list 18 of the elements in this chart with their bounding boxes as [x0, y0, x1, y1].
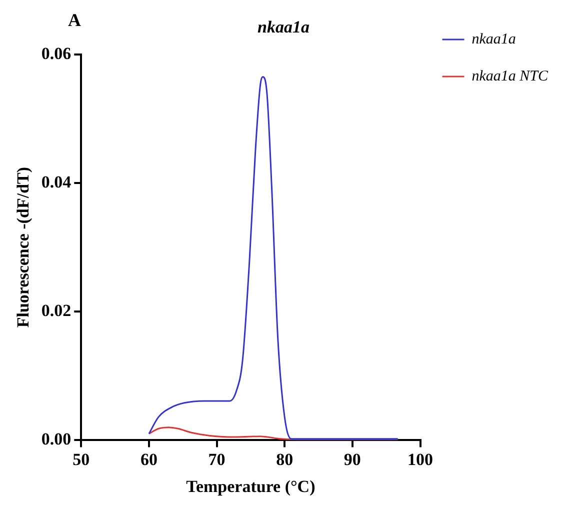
legend-label: nkaa1a NTC	[472, 68, 550, 84]
x-tick-label: 90	[344, 450, 361, 469]
y-tick-label: 0.04	[41, 172, 72, 192]
y-axis-title: Fluorescence -(dF/dT)	[14, 166, 33, 328]
line-series	[148, 426, 399, 440]
y-tick-label: 0.06	[41, 44, 72, 63]
x-tick-label: 50	[72, 450, 90, 469]
y-tick-label: 0.00	[41, 430, 72, 449]
x-axis-title: Temperature (°C)	[186, 477, 316, 496]
x-tick-label: 100	[408, 450, 433, 469]
x-tick-label: 70	[208, 450, 226, 469]
chart-title: nkaa1a	[258, 18, 310, 37]
legend-label: nkaa1a	[472, 31, 516, 48]
line-series	[148, 76, 399, 440]
x-tick-label: 80	[276, 450, 294, 469]
x-tick-label: 60	[140, 450, 158, 469]
text: A	[68, 10, 81, 31]
y-tick-label: 0.02	[41, 300, 72, 320]
